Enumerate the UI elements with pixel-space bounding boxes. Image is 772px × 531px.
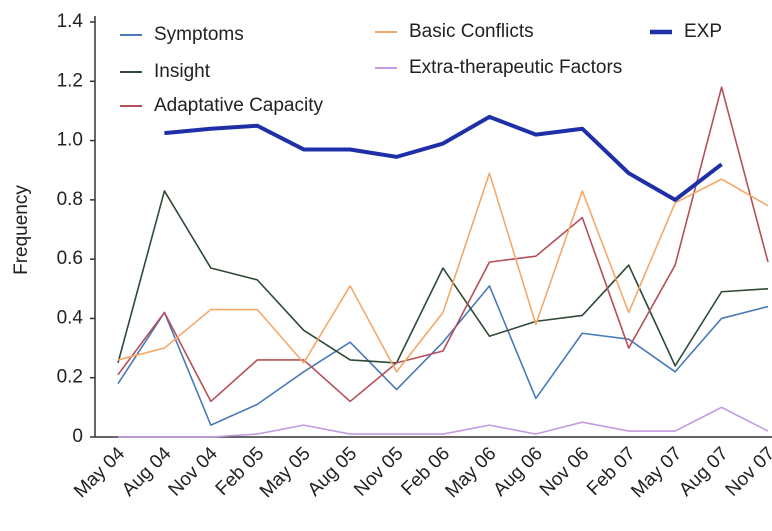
x-tick-label: May 05 [256,443,315,502]
series-line [164,114,723,202]
x-tick-label: Nov 07 [722,443,772,500]
series-line [117,86,769,403]
x-tick-label: Aug 07 [675,443,732,500]
x-tick-label: May 06 [442,443,501,502]
y-tick-label: 0.6 [57,248,83,269]
y-tick-label: 0.8 [57,189,83,210]
x-tick-label: May 07 [627,443,686,502]
y-tick-label: 1.2 [57,70,83,91]
series-line [117,190,769,367]
series-line [118,406,769,438]
x-tick-label: May 04 [70,443,129,502]
series-line [117,285,769,426]
legend-label: Basic Conflicts [409,21,534,42]
legend-label: Symptoms [154,24,244,45]
legend-label: Insight [154,61,211,82]
x-tick-label: Aug 06 [489,443,546,500]
y-tick-label: 0.4 [57,307,84,328]
y-axis-label: Frequency [11,185,32,275]
x-tick-label: Nov 06 [536,443,593,500]
legend-label: Adaptative Capacity [154,95,323,116]
y-tick-label: 0 [72,426,83,447]
y-tick-label: 1.0 [57,130,83,151]
series-line [117,172,769,373]
y-tick-label: 1.4 [57,11,84,32]
x-tick-label: Aug 04 [118,443,176,501]
legend-label: Extra-therapeutic Factors [409,57,622,78]
legend-label: EXP [684,21,722,42]
x-tick-label: Nov 04 [165,443,223,501]
x-tick-label: Nov 05 [350,443,407,500]
x-tick-label: Aug 05 [304,443,361,500]
y-tick-label: 0.2 [57,367,83,388]
